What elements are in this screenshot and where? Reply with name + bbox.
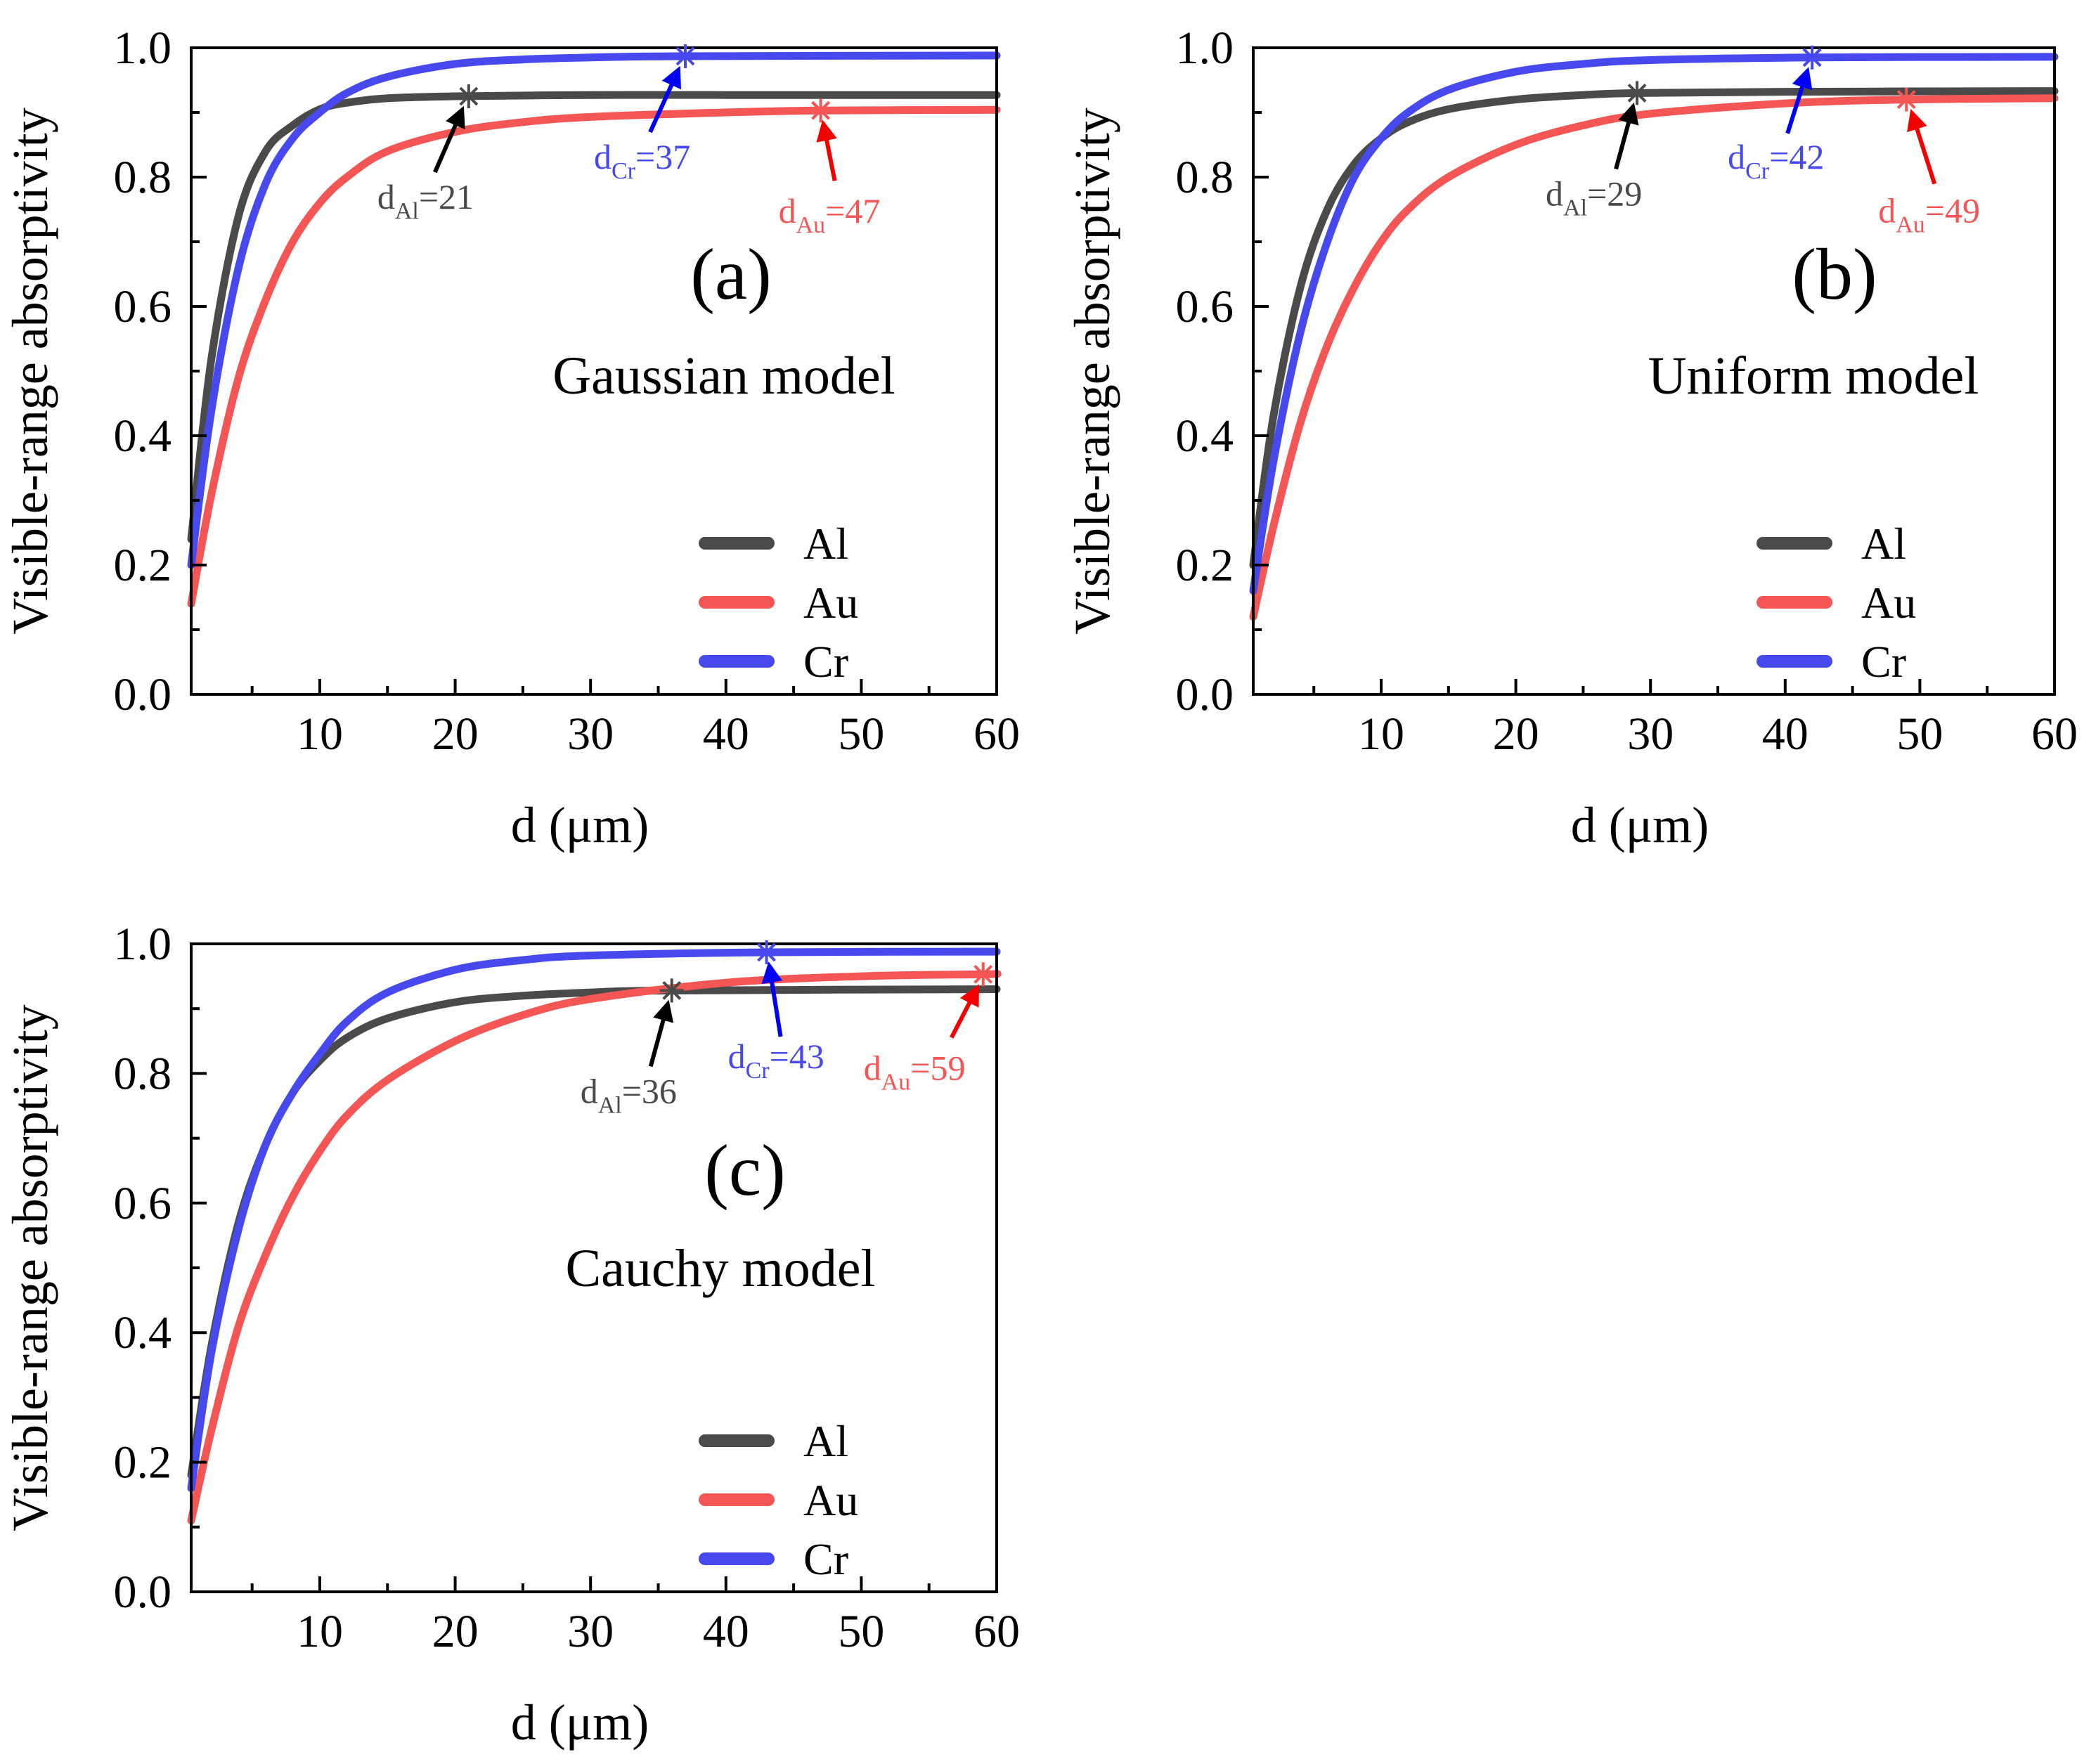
x-tick-label: 40	[1762, 708, 1809, 760]
series-line-Cr	[1249, 53, 2059, 595]
annotation-marker-Al	[456, 84, 481, 108]
panel-label: (b)	[1792, 234, 1877, 315]
x-tick-label: 10	[297, 1606, 343, 1657]
chart-panel-c: 10 20 30 40 50 60 0.0 0.2 0.4 0.6 0.8 1.0 d (μm) Visi…	[2, 919, 1020, 1751]
x-tick-label: 20	[432, 708, 479, 760]
annotation-arrow-Au	[1907, 109, 1937, 185]
annotation-arrow-Cr	[761, 961, 783, 1037]
annotation-arrow-Cr	[1785, 67, 1813, 134]
legend-label-Au: Au	[1861, 578, 1916, 628]
x-tick-label: 50	[838, 708, 884, 760]
chart-panel-b: 10 20 30 40 50 60 0.0 0.2 0.4 0.6 0.8 1.0 d (μm) Visi…	[1064, 22, 2078, 853]
y-tick-label: 0.0	[114, 1567, 172, 1618]
model-label: Gaussian model	[552, 346, 895, 406]
model-label: Cauchy model	[565, 1239, 875, 1298]
series-line-Au	[187, 969, 1002, 1525]
annotation-label-Al: dAl=36	[581, 1071, 677, 1118]
annotation-label-Cr: dCr=37	[594, 137, 690, 184]
x-tick-label: 10	[1358, 708, 1404, 760]
y-tick-label: 0.8	[114, 1048, 172, 1099]
y-tick-label: 0.2	[1176, 540, 1234, 591]
annotation-label-Cr: dCr=42	[1728, 137, 1824, 184]
x-tick-label: 60	[973, 1606, 1020, 1657]
legend-label-Al: Al	[1861, 519, 1906, 569]
annotation-arrow-Au	[950, 984, 979, 1039]
panel-label: (a)	[690, 234, 771, 315]
annotation-arrow-Cr	[648, 65, 681, 134]
y-tick-label: 1.0	[114, 22, 172, 74]
model-label: Uniform model	[1648, 346, 1979, 406]
y-tick-label: 0.2	[114, 1437, 172, 1489]
annotation-marker-Cr	[673, 44, 698, 68]
x-axis-title: d (μm)	[511, 1694, 649, 1751]
series-line-Al	[1249, 87, 2059, 569]
y-tick-label: 0.4	[114, 410, 172, 462]
annotation-marker-Al	[1625, 81, 1650, 105]
x-tick-label: 40	[703, 708, 749, 760]
x-axis-title: d (μm)	[511, 797, 649, 853]
annotation-arrow-Al	[1614, 102, 1639, 170]
y-axis-title: Visible-range absorptivity	[2, 1004, 58, 1531]
annotation-label-Au: dAu=49	[1878, 191, 1980, 238]
y-tick-label: 0.6	[114, 281, 172, 332]
legend-label-Cr: Cr	[803, 637, 848, 687]
x-tick-label: 20	[432, 1606, 479, 1657]
annotation-marker-Al	[659, 978, 684, 1003]
annotation-arrow-Al	[433, 105, 465, 174]
x-tick-label: 50	[838, 1606, 884, 1657]
x-tick-label: 30	[567, 1606, 614, 1657]
y-tick-label: 1.0	[114, 919, 172, 970]
annotation-marker-Au	[971, 962, 995, 987]
x-axis-title: d (μm)	[1571, 797, 1709, 853]
y-tick-label: 1.0	[1176, 22, 1234, 74]
annotation-marker-Au	[1894, 87, 1919, 112]
y-tick-label: 0.4	[114, 1307, 172, 1358]
y-tick-label: 0.6	[114, 1178, 172, 1229]
annotation-arrow-Al	[648, 999, 674, 1068]
y-axis-title: Visible-range absorptivity	[2, 108, 58, 635]
series-line-Cr	[187, 51, 1001, 569]
y-tick-label: 0.0	[114, 669, 172, 720]
x-tick-label: 40	[703, 1606, 749, 1657]
y-tick-label: 0.8	[114, 152, 172, 203]
annotation-label-Au: dAu=59	[864, 1048, 966, 1095]
annotation-marker-Cr	[1800, 45, 1825, 70]
x-tick-label: 10	[297, 708, 343, 760]
y-axis-title: Visible-range absorptivity	[1064, 108, 1120, 635]
x-tick-label: 60	[2031, 708, 2078, 760]
annotation-marker-Cr	[754, 940, 779, 964]
panel-label: (c)	[704, 1130, 785, 1211]
annotation-label-Cr: dCr=43	[728, 1037, 824, 1084]
x-tick-label: 50	[1896, 708, 1943, 760]
legend-label-Cr: Cr	[1861, 637, 1906, 687]
y-tick-label: 0.0	[1176, 669, 1234, 720]
legend-label-Al: Al	[803, 519, 848, 569]
annotation-label-Al: dAl=21	[377, 177, 474, 224]
x-tick-label: 20	[1493, 708, 1539, 760]
x-tick-label: 60	[973, 708, 1020, 760]
legend-label-Au: Au	[803, 1475, 858, 1525]
annotation-marker-Au	[808, 98, 833, 123]
series-line-Au	[187, 105, 1001, 608]
legend-label-Au: Au	[803, 578, 858, 628]
annotation-label-Au: dAu=47	[779, 191, 881, 238]
series-line-Cr	[187, 947, 1001, 1492]
y-tick-label: 0.8	[1176, 152, 1234, 203]
series-line-Au	[1249, 94, 2059, 621]
legend-label-Al: Al	[803, 1416, 848, 1466]
x-tick-label: 30	[567, 708, 614, 760]
series-line-Al	[187, 91, 1001, 543]
legend-label-Cr: Cr	[803, 1534, 848, 1584]
y-tick-label: 0.6	[1176, 281, 1234, 332]
annotation-arrow-Au	[816, 119, 837, 181]
chart-panel-a: 10 20 30 40 50 60 0.0 0.2 0.4 0.6 0.8 1.0 d (μm) Visi…	[2, 22, 1020, 853]
y-tick-label: 0.2	[114, 540, 172, 591]
x-tick-label: 30	[1627, 708, 1674, 760]
annotation-label-Al: dAl=29	[1546, 174, 1642, 221]
y-tick-label: 0.4	[1176, 410, 1234, 462]
